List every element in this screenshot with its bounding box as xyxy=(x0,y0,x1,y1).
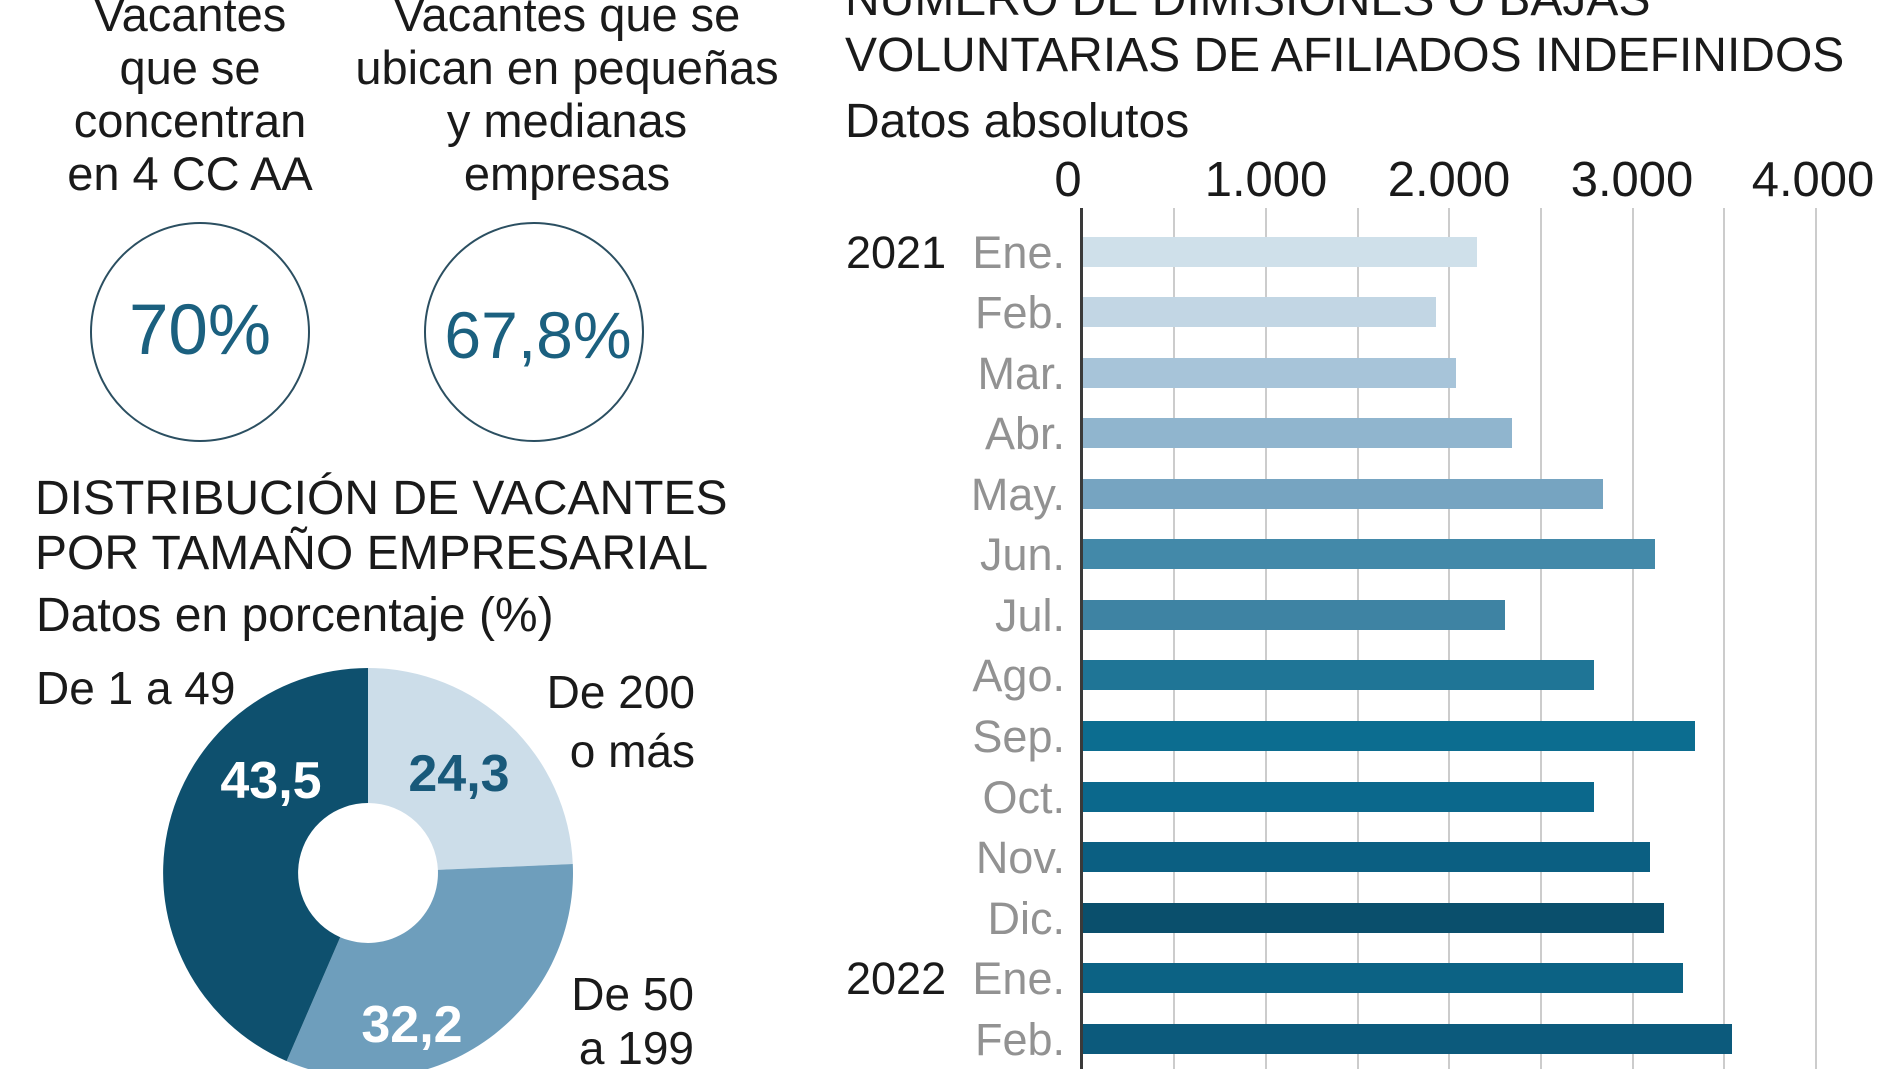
svg-text:43,5: 43,5 xyxy=(220,752,321,810)
svg-text:24,3: 24,3 xyxy=(408,745,509,803)
svg-text:32,2: 32,2 xyxy=(361,996,462,1054)
